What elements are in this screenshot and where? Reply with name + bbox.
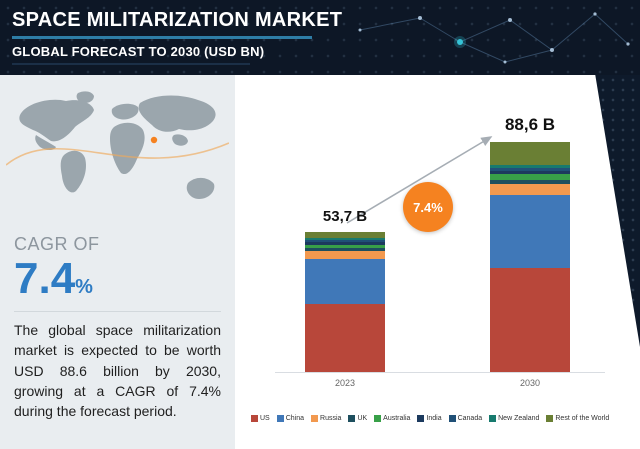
legend-swatch xyxy=(546,415,554,422)
bar-segment-uk xyxy=(305,248,385,251)
orbit-dot xyxy=(150,136,158,144)
bar-segment-canada xyxy=(490,167,570,172)
cagr-value-row: 7.4% xyxy=(14,257,221,301)
bar-segment-us xyxy=(305,304,385,372)
constellation-decoration xyxy=(358,12,630,64)
bar-group-2030: 88,6 B xyxy=(490,115,570,372)
cagr-value: 7.4 xyxy=(14,254,76,303)
legend-swatch xyxy=(276,415,284,422)
bar-total-label-2023: 53,7 B xyxy=(322,208,368,226)
bar-segment-india xyxy=(490,171,570,175)
cagr-label: CAGR OF xyxy=(14,234,100,254)
legend-label: Rest of the World xyxy=(555,415,610,422)
bar-segment-new-zealand xyxy=(490,165,570,168)
page-title: SPACE MILITARIZATION MARKET xyxy=(12,9,343,31)
legend-item: Rest of the World xyxy=(546,415,609,422)
bar-total-label-2030: 88,6 B xyxy=(504,114,556,134)
legend-item: US xyxy=(251,415,270,422)
bar-segment-rest-of-the-world xyxy=(490,141,570,166)
legend-item: Russia xyxy=(311,415,341,422)
bar-segment-uk xyxy=(490,179,570,184)
bar-segment-russia xyxy=(490,183,570,196)
bar-segment-rest-of-the-world xyxy=(305,232,385,239)
bar-segment-australia xyxy=(305,244,385,249)
bar-segment-india xyxy=(305,242,385,245)
trend-arrow xyxy=(346,136,493,224)
cagr-unit: % xyxy=(75,276,93,298)
cagr-badge: 7.4% xyxy=(403,182,453,232)
legend-swatch xyxy=(311,415,319,422)
legend-swatch xyxy=(489,415,497,422)
corner-space-decoration xyxy=(595,75,640,347)
title-underline xyxy=(12,36,312,39)
world-map xyxy=(5,85,230,228)
bar-segment-new-zealand xyxy=(305,238,385,241)
legend-item: Australia xyxy=(374,415,410,422)
bar-2030 xyxy=(490,141,570,372)
legend: US China Russia UK Australia India Canada New Z… xyxy=(251,415,636,422)
page-subtitle: GLOBAL FORECAST TO 2030 (USD BN) xyxy=(12,44,265,59)
legend-label: Canada xyxy=(457,415,483,422)
bar-segment-us xyxy=(490,268,570,372)
legend-label: Russia xyxy=(320,415,342,422)
legend-swatch xyxy=(448,415,456,422)
legend-swatch xyxy=(348,415,356,422)
legend-label: UK xyxy=(357,415,368,422)
summary-panel: CAGR OF 7.4% The global space militariza… xyxy=(0,75,235,449)
bar-group-2023: 53,7 B xyxy=(305,208,385,372)
chart-panel: 53,7 B 88,6 B 7.4% 2023 2030 US China Russ… xyxy=(235,75,640,449)
subtitle-underline xyxy=(12,63,250,65)
divider xyxy=(14,311,221,312)
bar-2023 xyxy=(305,232,385,372)
legend-item: China xyxy=(276,415,305,422)
x-axis-label-2023: 2023 xyxy=(334,378,356,388)
bar-segment-russia xyxy=(305,250,385,259)
legend-label: China xyxy=(285,415,305,422)
legend-label: Australia xyxy=(383,415,411,422)
legend-swatch xyxy=(374,415,382,422)
legend-label: US xyxy=(260,415,270,422)
orbit-arc xyxy=(5,142,230,166)
legend-label: New Zealand xyxy=(498,415,540,422)
header-banner: SPACE MILITARIZATION MARKET GLOBAL FOREC… xyxy=(0,0,640,75)
bar-segment-australia xyxy=(490,174,570,180)
summary-text: The global space militarization market i… xyxy=(14,322,221,420)
x-axis-line xyxy=(275,372,605,373)
legend-item: New Zealand xyxy=(489,415,539,422)
legend-label: India xyxy=(426,415,442,422)
legend-item: Canada xyxy=(448,415,483,422)
legend-swatch xyxy=(417,415,425,422)
bar-segment-canada xyxy=(305,240,385,243)
x-axis-label-2030: 2030 xyxy=(519,378,541,388)
bar-segment-china xyxy=(305,258,385,305)
legend-swatch xyxy=(251,415,258,422)
bar-segment-china xyxy=(490,195,570,268)
legend-item: UK xyxy=(348,415,367,422)
legend-item: India xyxy=(417,415,442,422)
